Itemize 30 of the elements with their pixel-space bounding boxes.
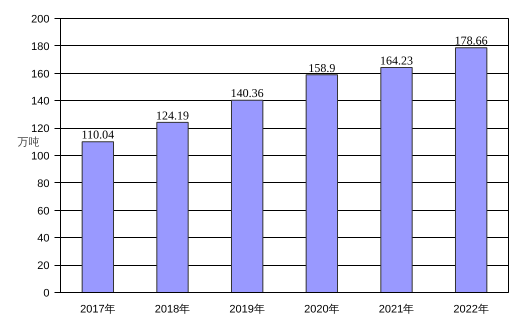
x-tick-label: 2017年 [80,304,116,316]
y-tick-label: 0 [43,288,50,300]
y-tick-label: 200 [31,14,50,26]
y-tick-label: 60 [37,205,50,218]
y-axis-title: 万吨 [18,136,40,148]
bar [306,74,338,292]
bar [380,67,413,292]
y-tick-label: 100 [31,150,50,162]
bar [454,47,488,292]
x-tick-label: 2021年 [378,304,414,316]
bar [230,100,264,292]
bar [82,141,114,292]
y-tick-label: 140 [31,96,50,108]
y-tick-label: 180 [31,40,50,53]
y-tick-label: 120 [31,123,50,136]
x-tick-label: 2019年 [229,304,265,316]
y-tick-label: 40 [37,232,50,245]
x-tick-label: 2022年 [453,304,489,316]
data-label: 158.9 [308,60,336,75]
y-tick-label: 80 [37,178,50,190]
data-label: 164.23 [380,54,413,68]
data-label: 178.66 [454,34,488,48]
x-tick-label: 2020年 [304,304,340,316]
y-tick-label: 160 [31,68,50,80]
y-tick-label: 20 [37,260,50,272]
data-label: 140.36 [230,86,264,100]
x-tick-label: 2018年 [154,304,190,316]
data-label: 110.04 [82,128,114,142]
data-label: 124.19 [156,108,189,122]
bar [156,122,189,292]
